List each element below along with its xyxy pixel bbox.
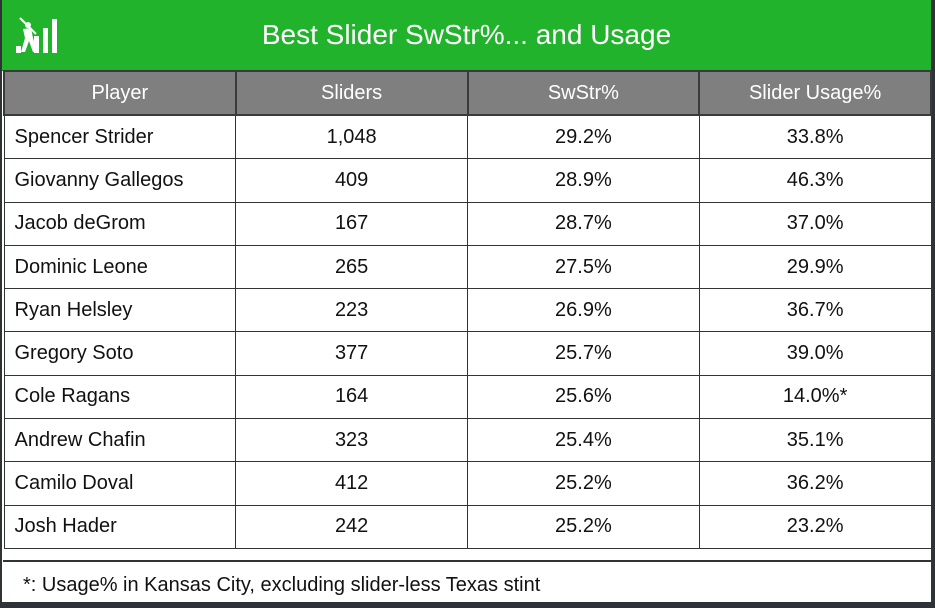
sliders-cell: 377 <box>235 331 468 376</box>
swstr-cell: 25.7% <box>467 331 700 376</box>
footnote: *: Usage% in Kansas City, excluding slid… <box>3 560 932 602</box>
sliders-cell: 1,048 <box>235 114 468 160</box>
table-row: Camilo Doval 412 25.2% 36.2% <box>3 461 932 506</box>
sliders-cell: 265 <box>235 244 468 290</box>
sliders-cell: 167 <box>235 201 468 246</box>
player-cell: Spencer Strider <box>3 114 237 160</box>
player-cell: Jacob deGrom <box>3 201 237 246</box>
swstr-cell: 25.2% <box>467 461 700 506</box>
sliders-cell: 412 <box>235 461 468 506</box>
usage-cell: 36.2% <box>698 461 932 506</box>
sliders-cell: 223 <box>235 288 468 333</box>
player-cell: Ryan Helsley <box>3 288 237 333</box>
player-cell: Camilo Doval <box>3 461 237 506</box>
title-banner: Best Slider SwStr%... and Usage <box>2 0 931 71</box>
batter-logo-icon <box>16 17 57 53</box>
sliders-cell: 164 <box>235 374 468 420</box>
usage-cell: 36.7% <box>698 288 932 333</box>
usage-cell: 46.3% <box>698 158 932 203</box>
table-row: Cole Ragans 164 25.6% 14.0%* <box>3 374 932 420</box>
table-row: Gregory Soto 377 25.7% 39.0% <box>3 331 932 376</box>
sliders-cell: 323 <box>235 418 468 463</box>
usage-cell: 29.9% <box>698 244 932 290</box>
sliders-cell: 242 <box>235 504 468 549</box>
swstr-cell: 28.9% <box>467 158 700 203</box>
data-table: Player Sliders SwStr% Slider Usage% Spen… <box>3 70 932 549</box>
column-header-swstr: SwStr% <box>466 70 701 116</box>
swstr-cell: 28.7% <box>467 201 700 246</box>
usage-cell: 35.1% <box>698 418 932 463</box>
usage-cell: 14.0%* <box>698 374 932 420</box>
column-header-slider-usage: Slider Usage% <box>698 70 932 116</box>
table-row: Jacob deGrom 167 28.7% 37.0% <box>3 201 932 246</box>
swstr-cell: 25.2% <box>467 504 700 549</box>
swstr-cell: 27.5% <box>467 244 700 290</box>
table-row: Dominic Leone 265 27.5% 29.9% <box>3 244 932 290</box>
table-row: Ryan Helsley 223 26.9% 36.7% <box>3 288 932 333</box>
table-row: Josh Hader 242 25.2% 23.2% <box>3 504 932 549</box>
swstr-cell: 26.9% <box>467 288 700 333</box>
table-row: Giovanny Gallegos 409 28.9% 46.3% <box>3 158 932 203</box>
player-cell: Gregory Soto <box>3 331 237 376</box>
usage-cell: 39.0% <box>698 331 932 376</box>
player-cell: Dominic Leone <box>3 244 237 290</box>
swstr-cell: 25.6% <box>467 374 700 420</box>
swstr-cell: 25.4% <box>467 418 700 463</box>
table-row: Andrew Chafin 323 25.4% 35.1% <box>3 418 932 463</box>
player-cell: Andrew Chafin <box>3 418 237 463</box>
player-cell: Josh Hader <box>3 504 237 549</box>
column-header-sliders: Sliders <box>234 70 469 116</box>
player-cell: Giovanny Gallegos <box>3 158 237 203</box>
table-row: Spencer Strider 1,048 29.2% 33.8% <box>3 114 932 160</box>
usage-cell: 33.8% <box>698 114 932 160</box>
usage-cell: 37.0% <box>698 201 932 246</box>
usage-cell: 23.2% <box>698 504 932 549</box>
player-cell: Cole Ragans <box>3 374 237 420</box>
page-title: Best Slider SwStr%... and Usage <box>261 19 672 50</box>
column-header-player: Player <box>3 70 237 116</box>
sliders-cell: 409 <box>235 158 468 203</box>
header-row: Player Sliders SwStr% Slider Usage% <box>3 70 932 116</box>
swstr-cell: 29.2% <box>467 114 700 160</box>
